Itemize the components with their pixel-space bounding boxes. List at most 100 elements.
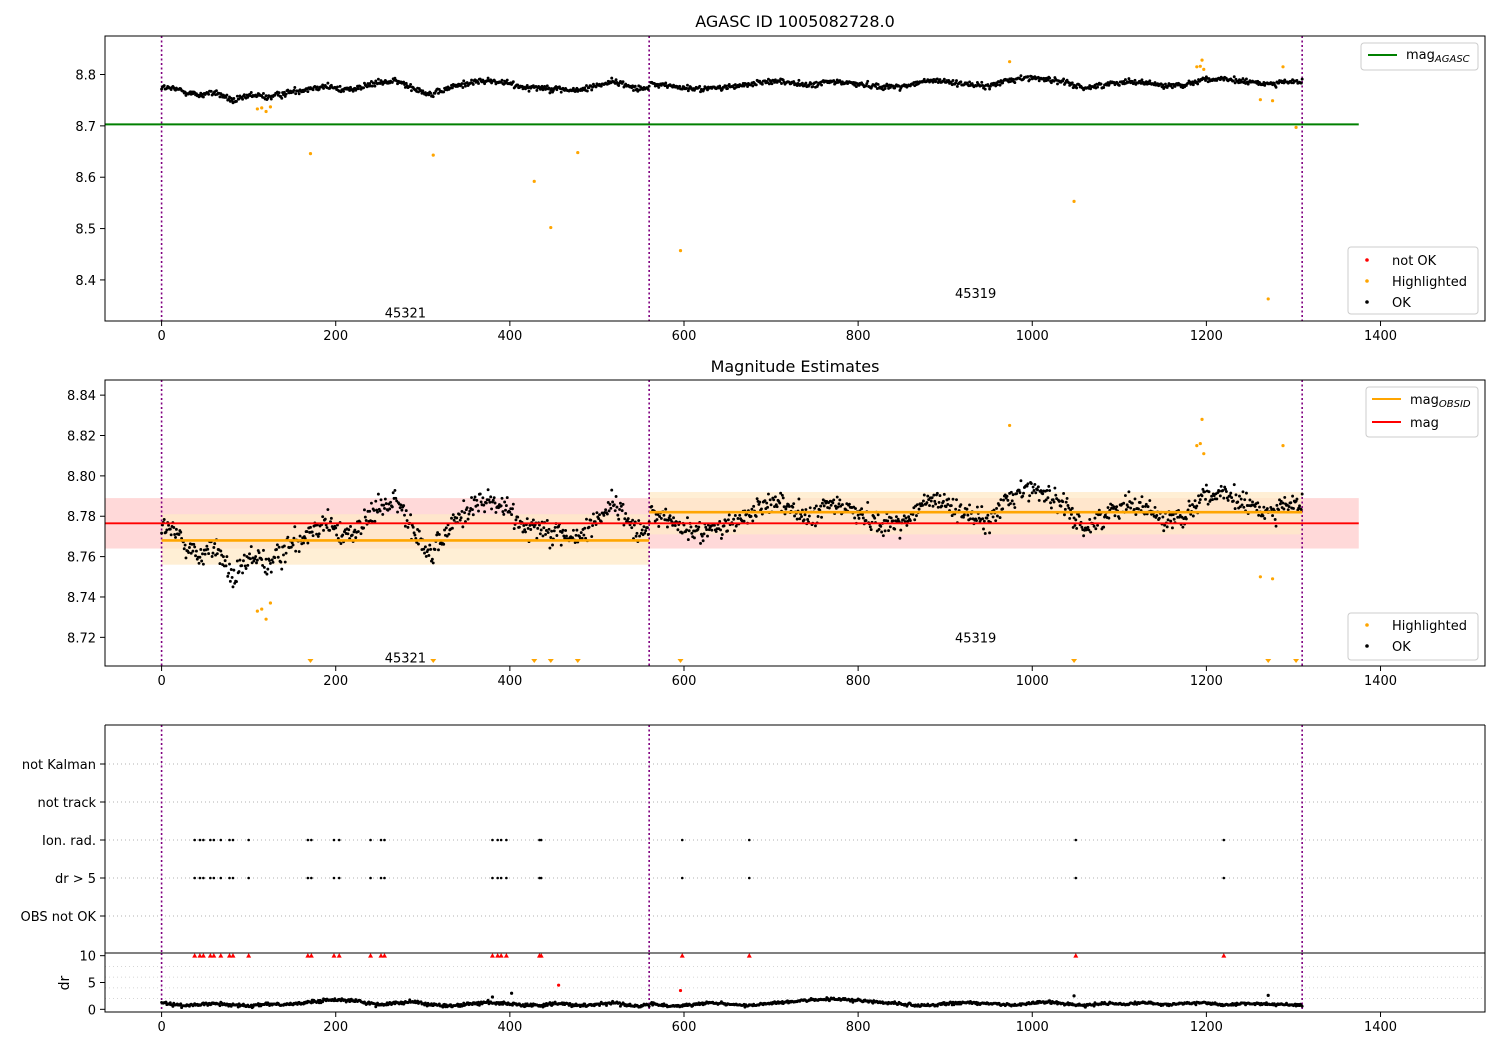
ok-point <box>262 92 265 95</box>
ok-point <box>232 568 236 572</box>
panel-mag-xtick-label: 1400 <box>1364 674 1397 689</box>
ok-point <box>719 536 723 540</box>
ok-point <box>942 77 946 81</box>
ok-point <box>189 551 193 555</box>
ok-point <box>1163 523 1167 527</box>
dr-clipped-marker <box>230 953 236 958</box>
ok-point <box>550 87 554 91</box>
dr-clipped-marker <box>503 953 509 958</box>
panel-mag-xtick-label: 800 <box>846 674 871 689</box>
ok-point <box>1277 508 1281 512</box>
flag-point <box>337 838 341 842</box>
ok-point <box>795 517 799 521</box>
ok-point <box>1009 502 1012 505</box>
ok-point <box>1030 491 1034 495</box>
ok-point <box>521 530 525 534</box>
ok-point <box>619 504 623 508</box>
ok-point <box>563 536 567 540</box>
panel-agasc-frame <box>104 35 1486 322</box>
ok-point <box>1282 507 1286 511</box>
ok-point <box>590 535 594 538</box>
ok-point <box>297 92 301 96</box>
ok-point <box>804 81 808 85</box>
ok-point <box>442 542 446 546</box>
ok-point <box>1062 492 1066 495</box>
ok-point <box>1074 518 1078 522</box>
ok-point <box>406 525 410 529</box>
ok-point <box>548 546 552 550</box>
ok-point <box>938 494 942 498</box>
ok-point <box>597 517 601 521</box>
ok-point <box>742 519 746 523</box>
ok-point <box>241 559 245 563</box>
ok-point <box>1086 525 1090 529</box>
ok-point <box>937 500 941 504</box>
ok-point <box>1096 85 1100 89</box>
panel-mag-ytick-label: 8.84 <box>67 389 96 404</box>
ok-point <box>999 79 1003 83</box>
panel-mag-ytick-label: 8.80 <box>67 470 96 485</box>
ok-point <box>1069 512 1073 516</box>
ok-point <box>726 529 729 533</box>
ok-point <box>999 498 1003 502</box>
ok-point <box>338 84 342 88</box>
ok-point <box>935 77 939 81</box>
ok-point <box>197 561 201 565</box>
ok-point <box>571 528 575 532</box>
ok-point <box>526 526 530 530</box>
ok-point <box>291 543 295 547</box>
ok-point <box>644 529 648 533</box>
ok-point <box>302 541 305 545</box>
ok-point <box>160 531 164 535</box>
legend-agasc-point-swatch <box>1365 300 1369 304</box>
ok-point <box>541 534 545 538</box>
ok-point <box>1015 492 1019 496</box>
flag-category-label: not Kalman <box>22 758 96 773</box>
ok-point <box>705 528 709 532</box>
ok-point <box>899 528 903 532</box>
ok-point <box>414 536 418 540</box>
ok-point <box>466 517 470 521</box>
dr-axis-label: dr <box>57 975 73 990</box>
flag-category-label: not track <box>37 796 96 811</box>
ok-point <box>403 513 406 517</box>
ok-point <box>1274 524 1278 528</box>
ok-point <box>934 502 938 506</box>
ok-point <box>1262 505 1266 509</box>
dr-point <box>1300 1004 1304 1008</box>
ok-point <box>1062 77 1066 81</box>
ok-point <box>690 531 694 535</box>
ok-point <box>516 83 520 87</box>
ok-point <box>282 93 285 97</box>
ok-point <box>746 85 749 89</box>
dr-point <box>321 1000 325 1004</box>
ok-point <box>699 541 702 545</box>
ok-point <box>1274 85 1278 89</box>
ok-point <box>399 503 403 507</box>
ok-point <box>527 89 531 93</box>
ok-point <box>1112 505 1116 509</box>
ok-point <box>1036 488 1039 492</box>
ok-point <box>638 534 642 538</box>
ok-point <box>493 501 497 505</box>
ok-point <box>1193 499 1197 503</box>
panel-agasc-xtick-label: 600 <box>672 329 697 344</box>
ok-point <box>655 518 659 522</box>
ok-point <box>607 509 611 513</box>
flag-point <box>496 876 499 880</box>
ok-point <box>1201 487 1205 491</box>
ok-point <box>587 525 591 529</box>
ok-point <box>382 503 386 507</box>
flag-point <box>332 838 336 842</box>
ok-point <box>391 491 395 495</box>
ok-point <box>1271 514 1275 518</box>
ok-point <box>218 562 222 566</box>
ok-point <box>757 502 761 506</box>
flag-point <box>209 838 212 842</box>
ok-point <box>1289 501 1293 505</box>
ok-point <box>897 84 901 88</box>
ok-point <box>1191 503 1194 507</box>
ok-point <box>1203 490 1207 494</box>
ok-point <box>582 533 586 537</box>
ok-point <box>749 514 753 518</box>
